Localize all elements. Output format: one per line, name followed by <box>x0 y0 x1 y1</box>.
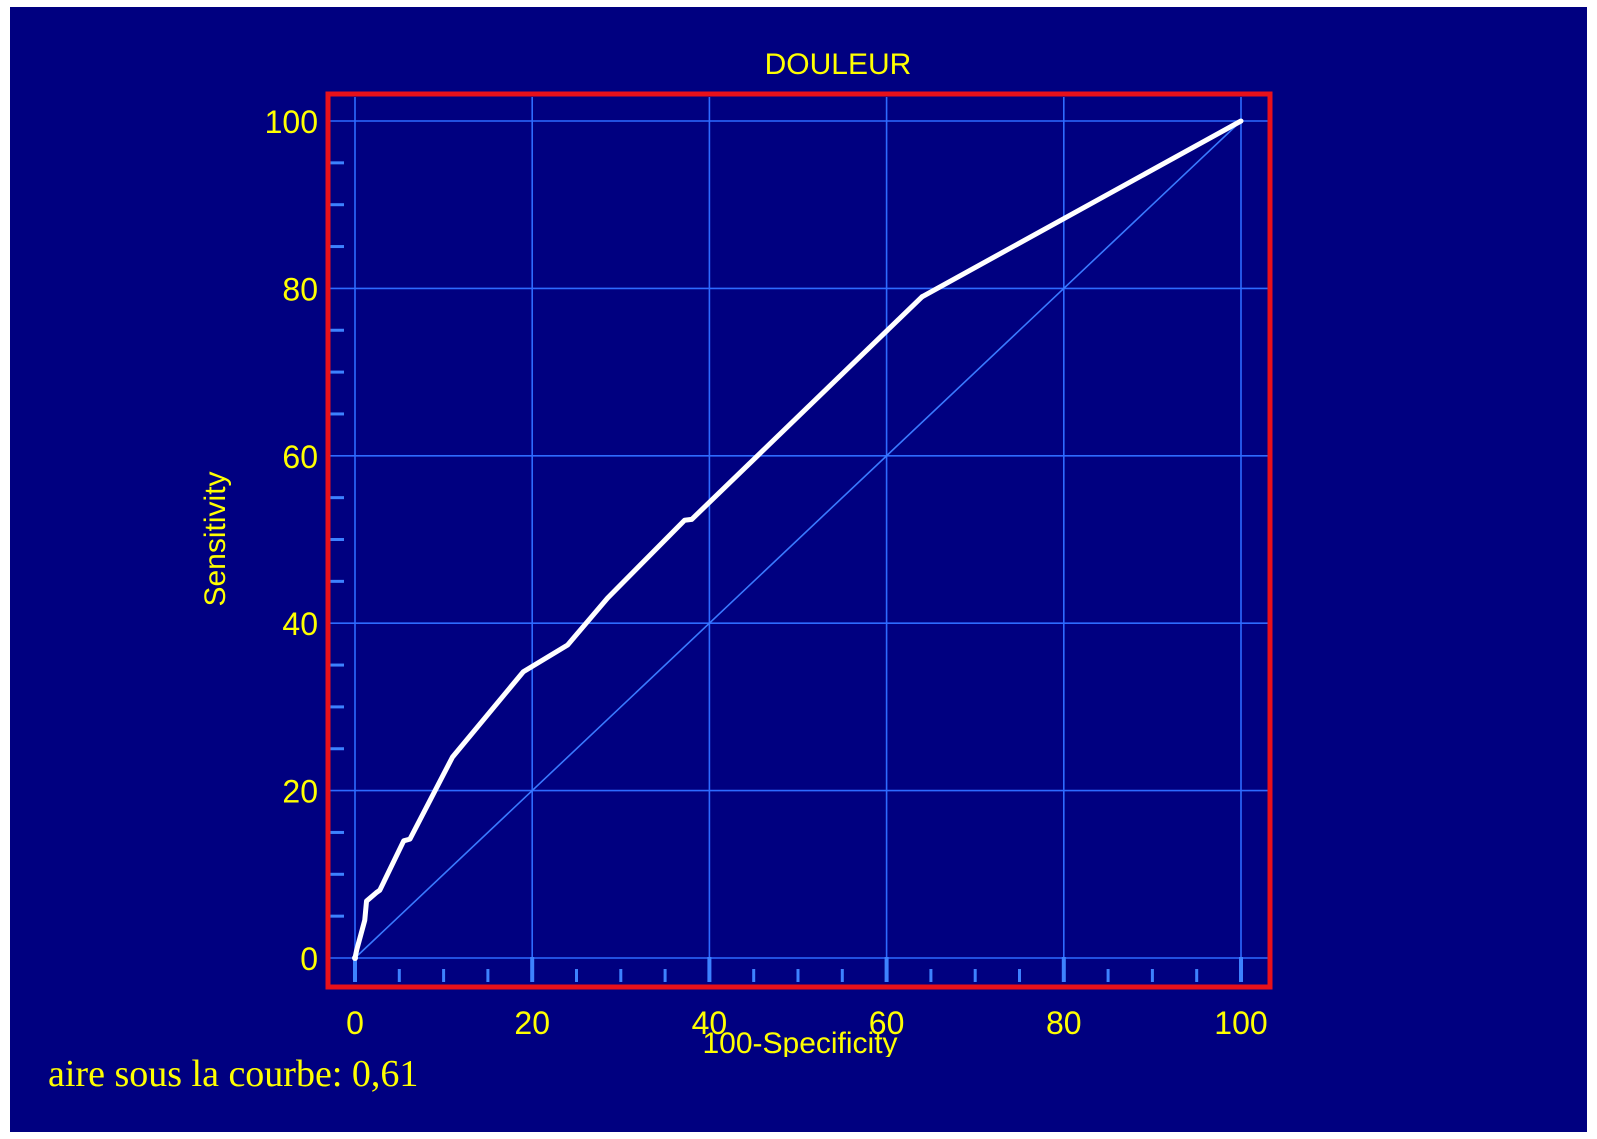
x-tick-label: 80 <box>1046 1005 1082 1041</box>
y-tick-label: 60 <box>282 439 318 475</box>
x-tick-label: 100 <box>1214 1005 1267 1041</box>
y-tick-label: 80 <box>282 271 318 307</box>
roc-origin-point <box>352 955 358 961</box>
roc-curve-segment <box>919 118 1244 300</box>
chart-title: DOULEUR <box>765 48 912 81</box>
x-tick-label: 60 <box>869 1005 905 1041</box>
diagonal-line <box>354 120 1242 959</box>
x-tick-label: 40 <box>692 1005 728 1041</box>
y-tick-label: 100 <box>265 104 318 140</box>
roc-chart: 0 20 40 60 80 100 0 20 40 60 80 100 DOULEUR 100-Sp… <box>199 48 1273 1057</box>
minor-ticks <box>330 161 1243 982</box>
x-axis-label: 100-Specificity <box>702 1027 897 1057</box>
x-tick-label: 0 <box>346 1005 364 1041</box>
grid-lines <box>330 97 1268 977</box>
auc-note: aire sous la courbe: 0,61 <box>48 1053 419 1095</box>
y-tick-label: 20 <box>282 774 318 810</box>
roc-curve-layer <box>352 118 1244 961</box>
roc-curve <box>352 294 925 961</box>
reference-diagonal <box>354 120 1242 959</box>
x-tick-labels: 0 20 40 60 80 100 <box>346 1005 1268 1041</box>
x-tick-label: 20 <box>514 1005 550 1041</box>
plot-frame <box>325 91 1273 990</box>
y-tick-label: 40 <box>282 606 318 642</box>
y-tick-label: 0 <box>300 941 318 977</box>
y-tick-labels: 0 20 40 60 80 100 <box>265 104 318 977</box>
y-axis-label: Sensitivity <box>199 471 232 606</box>
slide: 0 20 40 60 80 100 0 20 40 60 80 100 DOULEUR 100-Sp… <box>10 7 1587 1132</box>
